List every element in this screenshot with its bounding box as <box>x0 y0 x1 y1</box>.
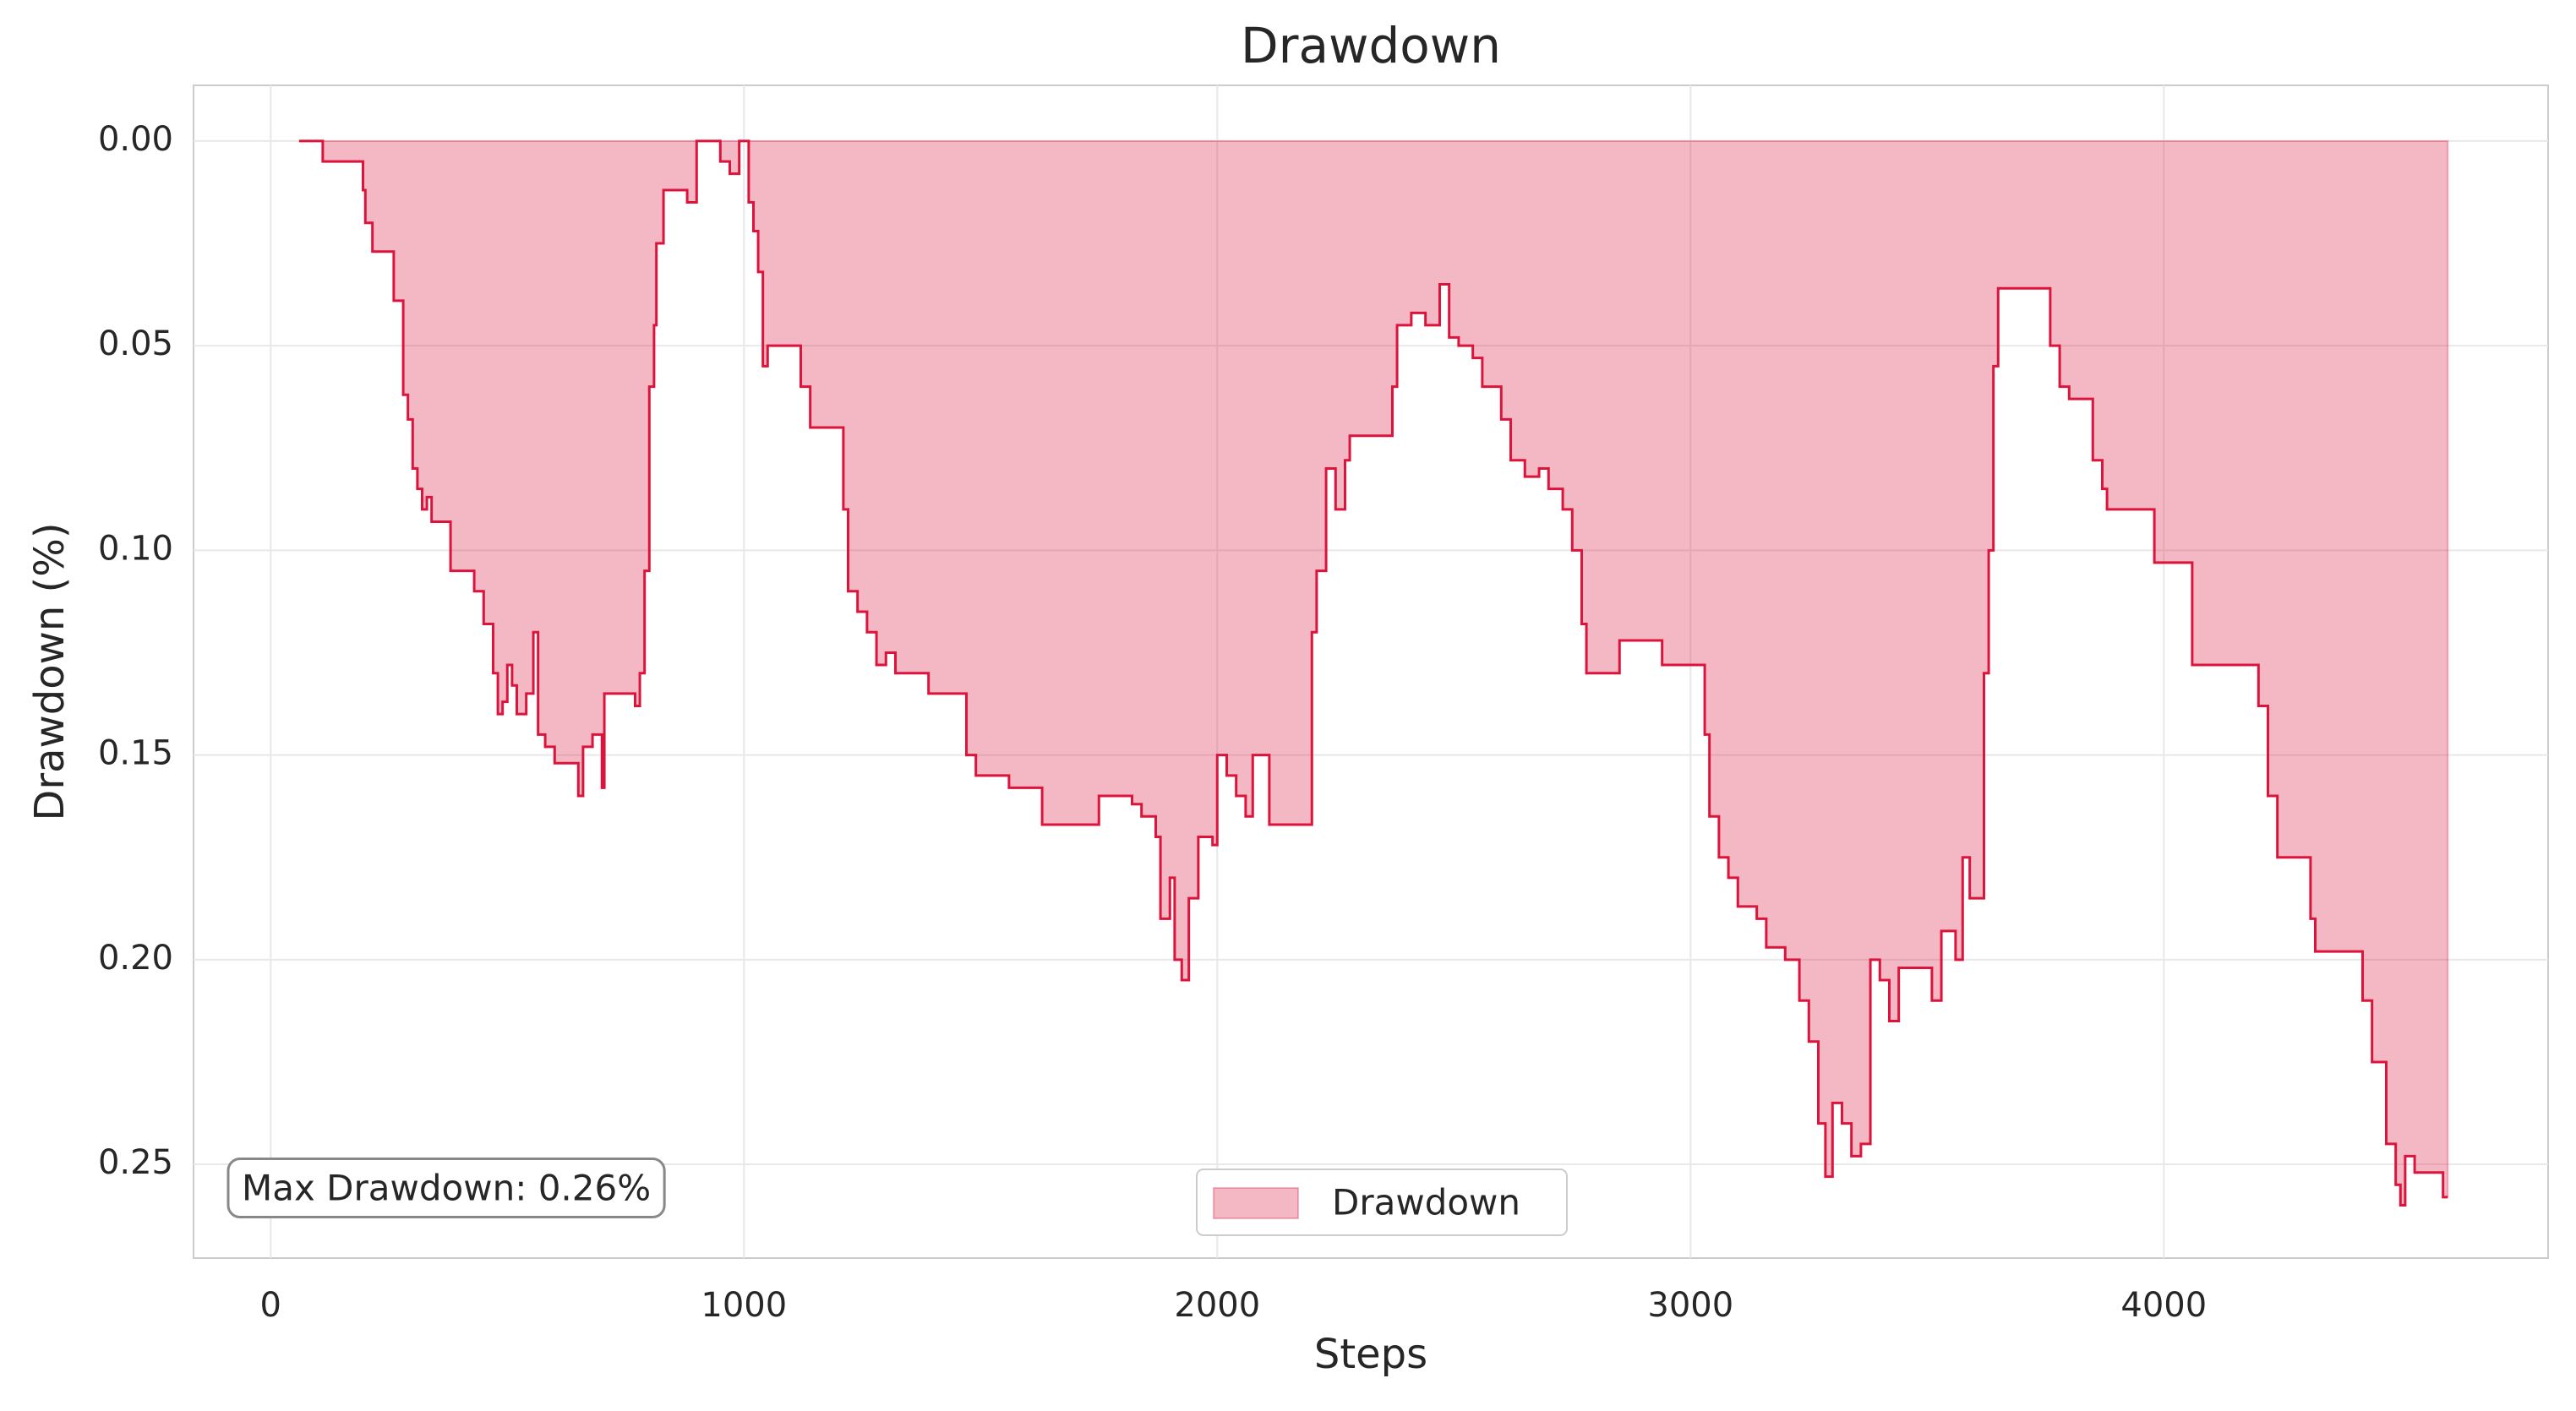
x-axis-label: Steps <box>1314 1331 1427 1378</box>
chart-title: Drawdown <box>1241 17 1501 74</box>
x-tick-label: 2000 <box>1174 1286 1260 1325</box>
y-tick-label: 0.25 <box>98 1143 173 1182</box>
legend-frame <box>1196 1169 1568 1236</box>
annotation-box <box>226 1158 666 1218</box>
legend-swatch <box>1213 1187 1299 1219</box>
x-tick-label: 4000 <box>2120 1286 2207 1325</box>
y-axis-label: Drawdown (%) <box>26 522 74 820</box>
x-tick-label: 0 <box>260 1286 281 1325</box>
line <box>298 139 2448 1207</box>
y-tick-label: 0.10 <box>98 529 173 568</box>
plot-background <box>193 84 2549 1259</box>
y-tick-label: 0.20 <box>98 939 173 978</box>
legend-label: Drawdown <box>1332 1182 1520 1223</box>
y-tick-label: 0.05 <box>98 324 173 363</box>
legend: Drawdown <box>1196 1169 1568 1236</box>
y-tick-label: 0.00 <box>98 120 173 159</box>
x-tick-label: 1000 <box>701 1286 787 1325</box>
x-tick-label: 3000 <box>1647 1286 1733 1325</box>
annotation: Max Drawdown: 0.26% <box>242 1168 651 1209</box>
y-tick-label: 0.15 <box>98 734 173 773</box>
